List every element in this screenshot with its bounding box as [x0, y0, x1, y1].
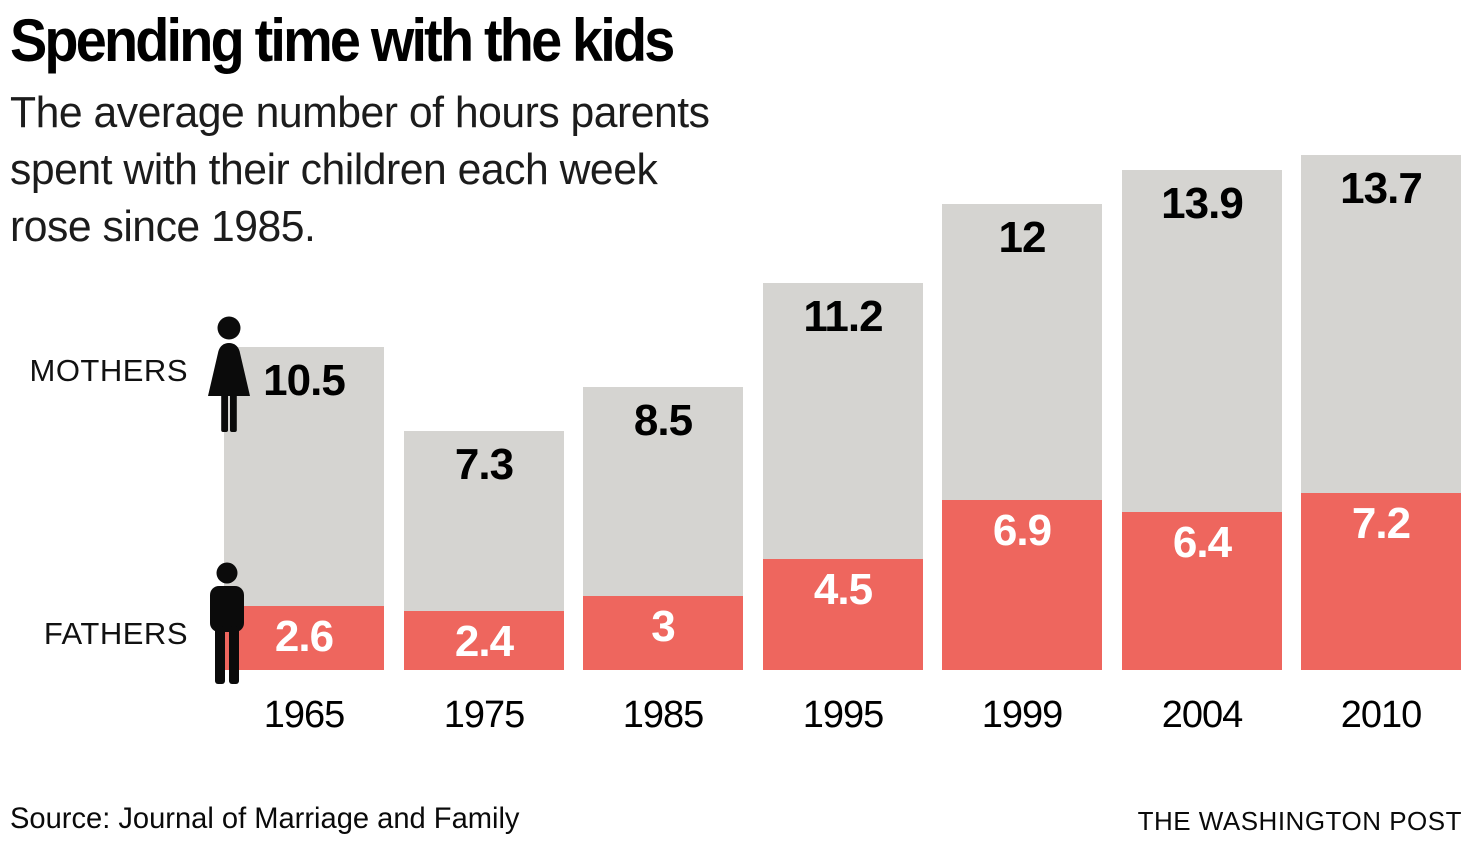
legend-mothers-label: MOTHERS — [29, 353, 188, 388]
bar-mothers-1995 — [763, 282, 923, 560]
mothers-value-1985: 8.5 — [633, 395, 693, 445]
year-label-1965: 1965 — [263, 694, 346, 736]
fathers-value-2004: 6.4 — [1172, 518, 1232, 568]
man-icon — [210, 562, 244, 684]
bar-fathers-2010 — [1301, 492, 1461, 670]
subtitle-line-1: The average number of hours parents — [10, 88, 710, 137]
bar-fathers-1975 — [404, 610, 564, 670]
chart-title: Spending time with the kids — [10, 7, 675, 74]
bar-mothers-1965 — [224, 347, 384, 606]
year-label-2010: 2010 — [1340, 694, 1423, 736]
bar-mothers-2010 — [1301, 154, 1461, 493]
fathers-value-1965: 2.6 — [274, 611, 334, 661]
mothers-value-1965: 10.5 — [263, 356, 346, 406]
year-label-1995: 1995 — [802, 694, 885, 736]
bar-fathers-1985 — [583, 596, 743, 670]
fathers-value-1985: 3 — [651, 602, 675, 652]
year-label-1985: 1985 — [622, 694, 705, 736]
fathers-value-1975: 2.4 — [454, 616, 514, 666]
bar-mothers-1975 — [404, 430, 564, 611]
source-text: Source: Journal of Marriage and Family — [10, 802, 520, 835]
bar-mothers-1985 — [583, 386, 743, 597]
year-label-1975: 1975 — [443, 694, 526, 736]
bar-fathers-1965 — [224, 605, 384, 670]
mothers-value-2004: 13.9 — [1161, 178, 1244, 228]
bar-fathers-2004 — [1122, 512, 1282, 670]
mothers-value-1975: 7.3 — [454, 439, 514, 489]
mothers-value-1999: 12 — [998, 213, 1047, 263]
fathers-value-1995: 4.5 — [813, 565, 873, 615]
publisher-credit: THE WASHINGTON POST — [1137, 806, 1462, 836]
bar-mothers-1999 — [942, 204, 1102, 500]
bar-mothers-2004 — [1122, 169, 1282, 513]
legend-fathers-label: FATHERS — [43, 616, 188, 651]
subtitle-line-2: spent with their children each week — [10, 145, 658, 194]
fathers-value-2010: 7.2 — [1351, 498, 1411, 548]
mothers-value-2010: 13.7 — [1340, 163, 1423, 213]
bar-fathers-1995 — [763, 559, 923, 670]
year-label-2004: 2004 — [1161, 694, 1244, 736]
subtitle-line-3: rose since 1985. — [10, 202, 316, 251]
woman-icon — [208, 316, 250, 432]
year-label-1999: 1999 — [981, 694, 1064, 736]
chart-subtitle: The average number of hours parents spen… — [10, 84, 710, 255]
bar-fathers-1999 — [942, 499, 1102, 670]
fathers-value-1999: 6.9 — [992, 505, 1052, 555]
mothers-value-1995: 11.2 — [803, 291, 883, 341]
